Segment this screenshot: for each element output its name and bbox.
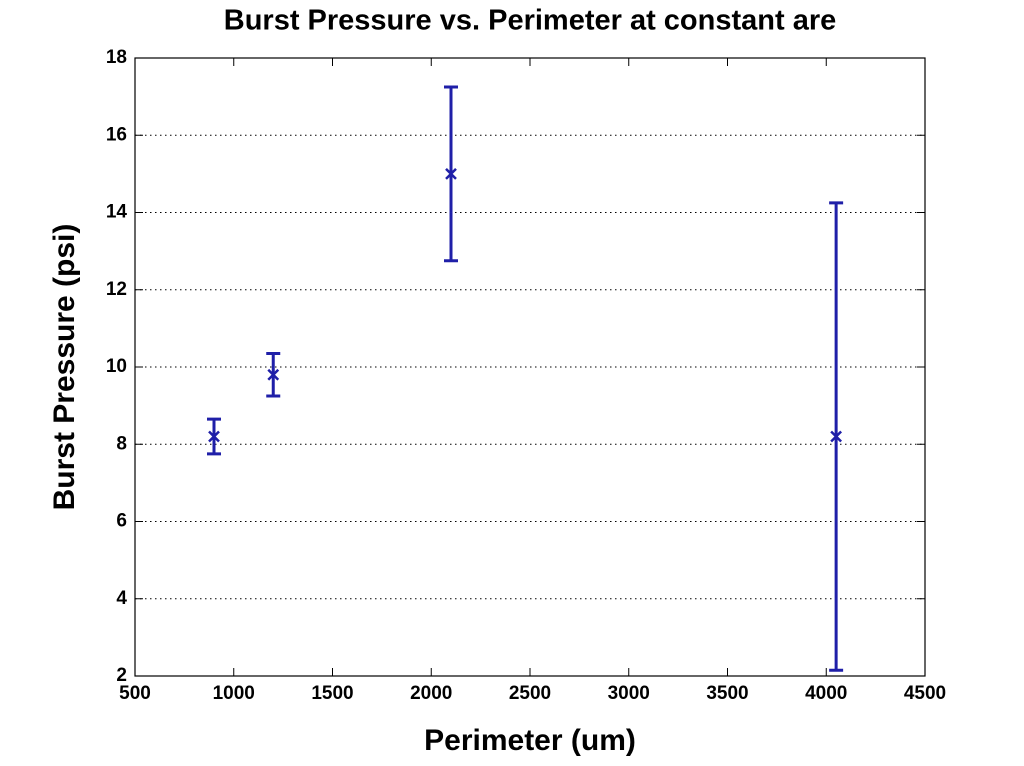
x-tick-label: 3500 [706,683,748,704]
y-tick-label: 18 [106,47,127,68]
y-tick-label: 2 [116,665,127,686]
marker [830,430,843,443]
x-axis-label: Perimeter (um) [424,724,636,757]
y-tick-label: 6 [116,511,127,532]
y-axis-label: Burst Pressure (psi) [48,224,81,511]
x-tick-label: 2500 [509,683,551,704]
x-tick-label: 4500 [904,683,946,704]
marker [445,167,457,180]
marker [208,430,220,443]
y-tick-label: 16 [106,124,127,145]
y-tick-label: 8 [116,433,127,454]
y-tick-label: 10 [106,356,127,377]
y-tick-label: 12 [106,279,127,300]
x-tick-label: 500 [119,683,151,704]
y-tick-label: 14 [106,202,128,223]
x-tick-label: 4000 [805,683,847,704]
y-tick-label: 4 [116,588,127,609]
x-tick-label: 1500 [311,683,353,704]
marker [267,368,280,381]
x-tick-label: 3000 [608,683,650,704]
chart-title: Burst Pressure vs. Perimeter at constant… [224,5,837,37]
x-tick-label: 1000 [213,683,255,704]
x-tick-label: 2000 [410,683,452,704]
